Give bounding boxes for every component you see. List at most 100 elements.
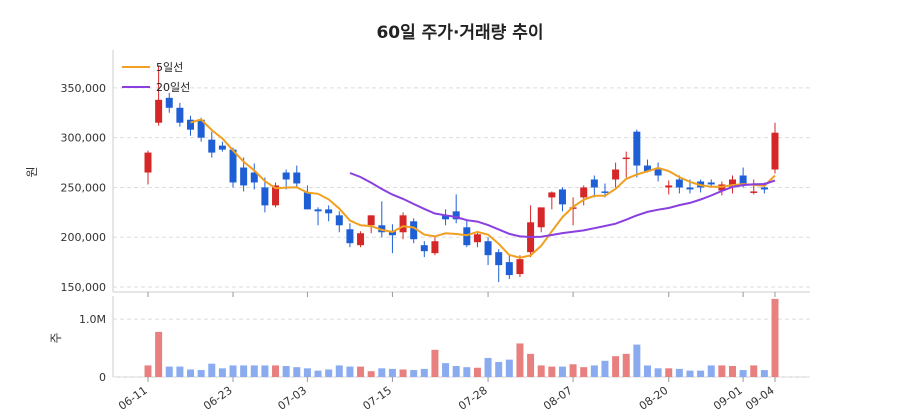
volume-tick-label: 1.0M [79,313,106,326]
candle-body [590,179,598,188]
volume-bar [388,368,396,377]
candle-body [654,169,662,176]
ma20-line [349,172,776,239]
volume-bar [686,370,694,377]
volume-bar [378,368,386,377]
price-tick-label: 250,000 [61,181,107,194]
price-tick-label: 300,000 [61,132,107,145]
volume-bar [569,364,577,377]
volume-bar [420,368,428,377]
volume-bar [282,366,290,377]
candle-body [771,132,779,170]
volume-bar [495,361,503,377]
volume-bar [335,365,343,377]
price-tick-label: 350,000 [61,82,107,95]
candle-body [760,187,768,190]
legend-label: 5일선 [156,60,183,74]
x-tick-label: 06-23 [201,384,235,413]
volume-bar [622,353,630,377]
volume-bar [261,365,269,377]
volume-bar [346,366,354,377]
volume-bar [399,369,407,377]
volume-bar [229,365,237,377]
x-tick-label: 09-04 [743,384,777,413]
volume-bar [739,370,747,377]
candle-body [250,172,258,183]
candle-body [197,119,205,138]
price-panel: 150,000 200,000 250,000 300,000 350,000 원 5일… [25,50,810,294]
volume-bar [410,370,418,377]
volume-bar [314,370,322,377]
candle-body [176,107,184,123]
x-tick-label: 08-20 [637,384,671,413]
volume-bar [675,368,683,377]
candle-body [495,252,503,266]
volume-bar [250,365,258,377]
volume-bar [357,366,365,377]
candle-body [346,229,354,244]
volume-bar [516,343,524,377]
volume-bar [218,368,226,377]
x-tick-label: 07-15 [361,384,395,413]
volume-bar [187,369,195,377]
price-tick-label: 200,000 [61,231,107,244]
x-tick-label: 07-28 [456,384,490,413]
volume-bar [463,367,471,377]
candle-body [293,172,301,184]
volume-bar [155,331,163,377]
x-tick-label: 08-07 [541,384,575,413]
candle-body [314,209,322,212]
volume-bar [718,365,726,377]
volume-bar [197,370,205,377]
candle-body [165,97,173,108]
candle-body [431,241,439,254]
volume-bar [431,349,439,377]
x-tick-label: 07-03 [275,384,309,413]
volume-bar [240,365,248,377]
candle-body [505,262,513,276]
volume-bar [473,367,481,377]
volume-bar [272,365,280,377]
volume-bar [643,365,651,377]
price-tick-label: 150,000 [61,281,107,294]
candle-body [643,165,651,172]
volume-bar [303,368,311,377]
volume-panel: 0 1.0M 주 [49,296,810,384]
volume-bar [601,360,609,377]
candle-body [473,234,481,243]
chart-title: 60일 주가·거래량 추이 [376,23,543,43]
candle-body [665,185,673,188]
volume-bar [654,368,662,377]
candle-body [633,131,641,166]
volume-bar [590,365,598,377]
volume-bar [612,356,620,377]
candle-body [463,227,471,246]
candle-body [282,172,290,180]
volume-bar [367,371,375,377]
candle-body [548,192,556,198]
volume-bar [580,367,588,377]
volume-tick-label: 0 [99,371,106,384]
volume-bar [325,369,333,377]
volume-bar [176,366,184,377]
candle-body [750,191,758,193]
candle-body [622,157,630,160]
x-tick-label: 09-01 [711,384,745,413]
candle-body [155,99,163,123]
candle-body [410,221,418,240]
volume-bar [165,366,173,377]
candle-body [442,215,450,220]
candle-body [558,189,566,205]
candle-body [357,233,365,246]
candle-body [144,152,152,173]
volume-bar [293,367,301,377]
candle-body [367,215,375,226]
volume-bar [484,357,492,377]
volume-bar [558,366,566,377]
legend: 5일선 20일선 [122,60,190,94]
ma5-line [190,118,776,259]
candle-body [707,182,715,185]
volume-bar [697,370,705,377]
volume-bar [665,368,673,377]
